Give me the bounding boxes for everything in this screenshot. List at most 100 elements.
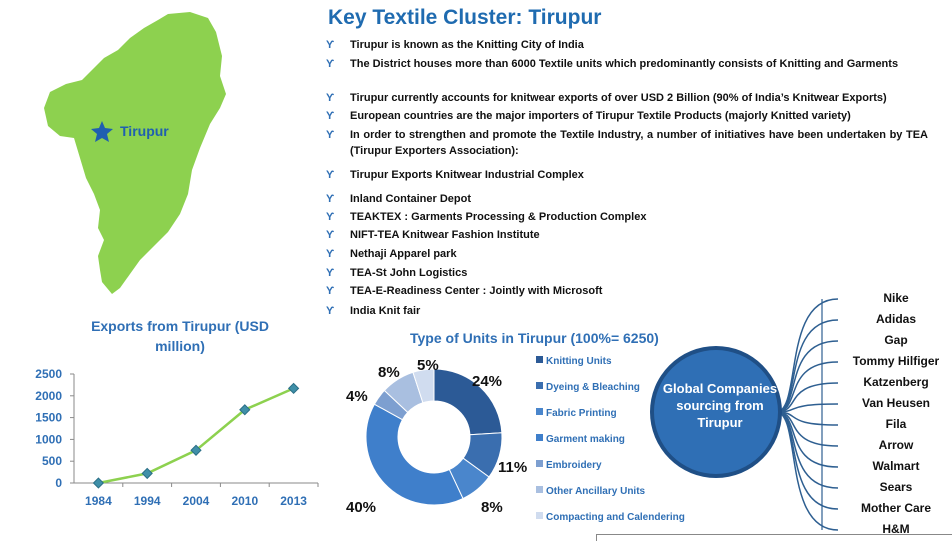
units-chart-title: Type of Units in Tirupur (100%= 6250) xyxy=(410,330,659,346)
donut-value-label: 8% xyxy=(481,499,503,516)
page-title: Key Textile Cluster: Tirupur xyxy=(328,6,602,29)
hub-label: Global Companies sourcing from Tirupur xyxy=(662,381,778,430)
companies-tree xyxy=(650,298,839,531)
bullet-icon: Ƴ xyxy=(326,248,335,260)
donut-slice xyxy=(412,368,435,404)
legend-item: Embroidery xyxy=(536,459,602,473)
y-tick-label: 0 xyxy=(55,476,62,490)
exports-chart-title: Exports from Tirupur (USD million) xyxy=(91,318,269,354)
bullet-icon: Ƴ xyxy=(326,267,335,279)
bullet-item: Ƴ Inland Container Depot xyxy=(326,191,928,207)
connector-line xyxy=(775,298,839,413)
y-tick-label: 2500 xyxy=(35,367,62,381)
bullet-item: Ƴ India Knit fair xyxy=(326,303,928,319)
legend-swatch xyxy=(536,356,543,363)
bullet-icon: Ƴ xyxy=(326,305,335,317)
bullet-icon: Ƴ xyxy=(326,110,335,122)
bullet-item: Ƴ European countries are the major import… xyxy=(326,108,928,124)
bullet-text: TEA-St John Logistics xyxy=(350,267,468,279)
data-point xyxy=(92,477,105,489)
legend-label: Other Ancillary Units xyxy=(546,486,646,497)
donut-value-label: 40% xyxy=(346,499,377,516)
bullet-text: NIFT-TEA Knitwear Fashion Institute xyxy=(350,229,540,241)
x-tick-label: 2004 xyxy=(183,494,210,508)
bullet-item: Ƴ NIFT-TEA Knitwear Fashion Institute xyxy=(326,227,928,243)
legend-swatch xyxy=(536,486,543,493)
legend-label: Compacting and Calendering xyxy=(546,512,685,523)
donut-value-label: 11% xyxy=(498,459,528,476)
data-point xyxy=(287,382,300,395)
overlay-box xyxy=(596,534,952,541)
bullet-text: Tirupur Exports Knitwear Industrial Comp… xyxy=(350,169,584,181)
legend-label: Fabric Printing xyxy=(546,408,617,419)
bullet-item: Ƴ Nethaji Apparel park xyxy=(326,246,928,262)
bullet-icon: Ƴ xyxy=(326,129,335,141)
legend-swatch xyxy=(536,460,543,467)
bullet-item: Ƴ Tirupur currently accounts for knitwear… xyxy=(326,90,928,106)
x-tick-label: 2010 xyxy=(231,494,258,508)
donut-value-label: 5% xyxy=(417,357,439,374)
legend-swatch xyxy=(536,512,543,519)
legend-swatch xyxy=(536,382,543,389)
bullet-text: India Knit fair xyxy=(350,305,421,317)
bullet-icon: Ƴ xyxy=(326,229,335,241)
bullet-item: Ƴ In order to strengthen and promote the … xyxy=(326,127,928,159)
y-tick-label: 2000 xyxy=(35,389,62,403)
legend-label: Knitting Units xyxy=(546,356,612,367)
y-tick-label: 1500 xyxy=(35,411,62,425)
donut-slice xyxy=(365,403,464,506)
state-outline xyxy=(44,12,226,294)
bullet-icon: Ƴ xyxy=(326,39,335,51)
y-tick-label: 500 xyxy=(42,454,62,468)
donut-value-label: 8% xyxy=(378,364,400,381)
tamil-nadu-map: Tirupur xyxy=(44,12,226,294)
x-tick-label: 2013 xyxy=(280,494,307,508)
bullet-item: Ƴ Tirupur Exports Knitwear Industrial Com… xyxy=(326,167,928,183)
bullet-item: Ƴ The District houses more than 6000 Text… xyxy=(326,56,928,72)
bullet-text: European countries are the major importe… xyxy=(350,110,851,122)
data-point xyxy=(239,404,251,416)
y-tick-label: 1000 xyxy=(35,432,62,446)
bullet-icon: Ƴ xyxy=(326,58,335,70)
legend-swatch xyxy=(536,408,543,415)
donut-value-label: 24% xyxy=(472,373,503,390)
bullet-text: In order to strengthen and promote the T… xyxy=(350,129,928,157)
exports-series-line xyxy=(98,387,295,485)
connector-line xyxy=(775,411,839,510)
units-donut-chart xyxy=(365,368,503,506)
bullet-item: Ƴ TEA-St John Logistics xyxy=(326,265,928,281)
bullet-text: TEAKTEX : Garments Processing & Producti… xyxy=(350,211,647,223)
legend-swatch xyxy=(536,434,543,441)
bullet-icon: Ƴ xyxy=(326,92,335,104)
connector-line xyxy=(775,319,839,413)
map-label-tirupur: Tirupur xyxy=(120,123,169,139)
bullet-item: Ƴ TEA-E-Readiness Center : Jointly with M… xyxy=(326,283,928,299)
x-tick-label: 1994 xyxy=(134,494,161,508)
hub-circle xyxy=(654,350,778,474)
legend-label: Embroidery xyxy=(546,460,602,471)
bullet-text: TEA-E-Readiness Center : Jointly with Mi… xyxy=(350,285,603,297)
data-point xyxy=(190,444,202,456)
bullet-text: Tirupur currently accounts for knitwear … xyxy=(350,92,887,104)
exports-line-chart: 0 500 1000 1500 2000 2500 1984 1994 2004 2010 2013 xyxy=(35,367,319,508)
legend-item: Knitting Units xyxy=(536,355,612,369)
donut-value-label: 4% xyxy=(346,388,368,405)
legend-label: Dyeing & Bleaching xyxy=(546,382,640,393)
bullet-icon: Ƴ xyxy=(326,211,335,223)
connector-line xyxy=(775,411,839,531)
legend-item: Garment making xyxy=(536,433,625,447)
bullet-text: Inland Container Depot xyxy=(350,193,471,205)
x-tick-label: 1984 xyxy=(85,494,112,508)
bullet-icon: Ƴ xyxy=(326,193,335,205)
bullet-icon: Ƴ xyxy=(326,285,335,297)
bullet-text: The District houses more than 6000 Texti… xyxy=(350,58,899,70)
bullet-text: Nethaji Apparel park xyxy=(350,248,457,260)
data-point xyxy=(141,467,153,480)
bullet-text: Tirupur is known as the Knitting City of… xyxy=(350,39,584,51)
connector-line xyxy=(775,340,839,413)
bullet-item: Ƴ TEAKTEX : Garments Processing & Product… xyxy=(326,209,928,225)
legend-item: Dyeing & Bleaching xyxy=(536,381,640,395)
bullet-icon: Ƴ xyxy=(326,169,335,181)
bullet-item: Ƴ Tirupur is known as the Knitting City o… xyxy=(326,37,928,53)
legend-item: Compacting and Calendering xyxy=(536,511,685,525)
